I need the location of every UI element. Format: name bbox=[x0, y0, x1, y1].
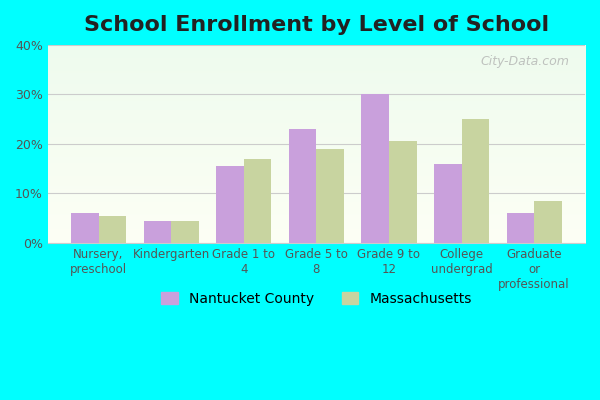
Bar bbox=[171, 221, 199, 243]
Bar bbox=[506, 213, 534, 243]
Bar bbox=[534, 201, 562, 243]
Bar bbox=[461, 119, 489, 243]
Bar bbox=[434, 164, 461, 243]
Title: School Enrollment by Level of School: School Enrollment by Level of School bbox=[84, 15, 549, 35]
Bar bbox=[143, 221, 171, 243]
Bar bbox=[71, 213, 98, 243]
Bar bbox=[98, 216, 126, 243]
Bar bbox=[216, 166, 244, 243]
Legend: Nantucket County, Massachusetts: Nantucket County, Massachusetts bbox=[155, 286, 478, 311]
Bar bbox=[361, 94, 389, 243]
Bar bbox=[244, 159, 271, 243]
Bar bbox=[389, 142, 416, 243]
Text: City-Data.com: City-Data.com bbox=[480, 55, 569, 68]
Bar bbox=[316, 149, 344, 243]
Bar bbox=[289, 129, 316, 243]
